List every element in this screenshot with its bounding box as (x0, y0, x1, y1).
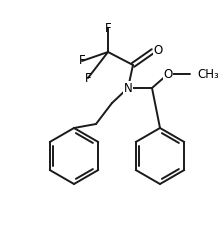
Text: CH₃: CH₃ (197, 67, 219, 80)
Text: O: O (153, 45, 163, 58)
Text: F: F (105, 21, 111, 34)
Text: F: F (79, 55, 85, 67)
Text: O: O (163, 67, 173, 80)
Text: F: F (85, 72, 91, 84)
Text: N: N (124, 81, 132, 94)
